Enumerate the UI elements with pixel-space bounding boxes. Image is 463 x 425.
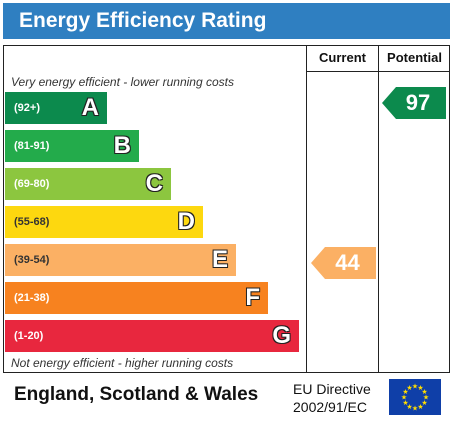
band-d: (55-68) D (5, 206, 203, 238)
current-rating-value: 44 (335, 250, 360, 275)
eu-directive: EU Directive 2002/91/EC (293, 380, 371, 416)
rating-table (3, 45, 450, 373)
band-range: (1-20) (14, 330, 44, 342)
band-range: (55-68) (14, 216, 50, 228)
eu-star-icon: ★ (417, 403, 423, 411)
eu-star-icon: ★ (412, 405, 418, 413)
eu-stars: ★★★★★★★★★ ★ ★★ (401, 383, 429, 413)
page-title: Energy Efficiency Rating (3, 3, 450, 39)
band-letter: F (245, 284, 260, 311)
band-range: (69-80) (14, 178, 50, 190)
directive-line-1: EU Directive (293, 381, 371, 397)
band-letter: D (177, 208, 195, 235)
band-range: (21-38) (14, 292, 50, 304)
current-column-header: Current (319, 50, 366, 65)
band-letter: A (81, 94, 99, 121)
band-b: (81-91) B (5, 130, 139, 162)
band-a: (92+) A (5, 92, 107, 124)
band-range: (39-54) (14, 254, 50, 266)
footer-region: England, Scotland & Wales (14, 384, 259, 405)
band-range: (92+) (14, 102, 40, 114)
potential-column-header: Potential (387, 50, 442, 65)
eu-star-icon: ★ (402, 388, 408, 396)
top-note: Very energy efficient - lower running co… (11, 75, 234, 89)
eu-star-icon: ★ (421, 399, 427, 407)
band-letter: G (272, 322, 291, 349)
potential-rating-value: 97 (405, 90, 431, 115)
eu-star-icon: ★ (406, 384, 412, 392)
eu-star-icon: ★ (402, 399, 408, 407)
band-f: (21-38) F (5, 282, 268, 314)
eu-star-icon: ★ (401, 394, 407, 402)
band-c: (69-80) C (5, 168, 171, 200)
band-e: (39-54) E (5, 244, 236, 276)
potential-rating-arrow: 97 (382, 87, 446, 119)
header-divider (306, 71, 450, 72)
column-divider (306, 45, 307, 373)
column-divider (378, 45, 379, 373)
band-letter: E (211, 246, 228, 273)
eu-star-icon: ★ (417, 384, 423, 392)
current-rating-arrow: 44 (311, 247, 376, 279)
eu-star-icon: ★ (406, 403, 412, 411)
directive-line-2: 2002/91/EC (293, 399, 367, 415)
eu-star-icon: ★ (421, 388, 427, 396)
band-range: (81-91) (14, 140, 50, 152)
eu-flag-icon: ★ ★ ★ ★ ★ ★ ★ ★ ★ ★ ★ ★ (389, 379, 441, 415)
bottom-note: Not energy efficient - higher running co… (11, 356, 234, 370)
band-letter: C (145, 170, 163, 197)
eu-star-icon: ★ (423, 394, 429, 402)
band-letter: B (113, 132, 131, 159)
band-g: (1-20) G (5, 320, 299, 352)
eu-star-icon: ★ (412, 383, 418, 391)
